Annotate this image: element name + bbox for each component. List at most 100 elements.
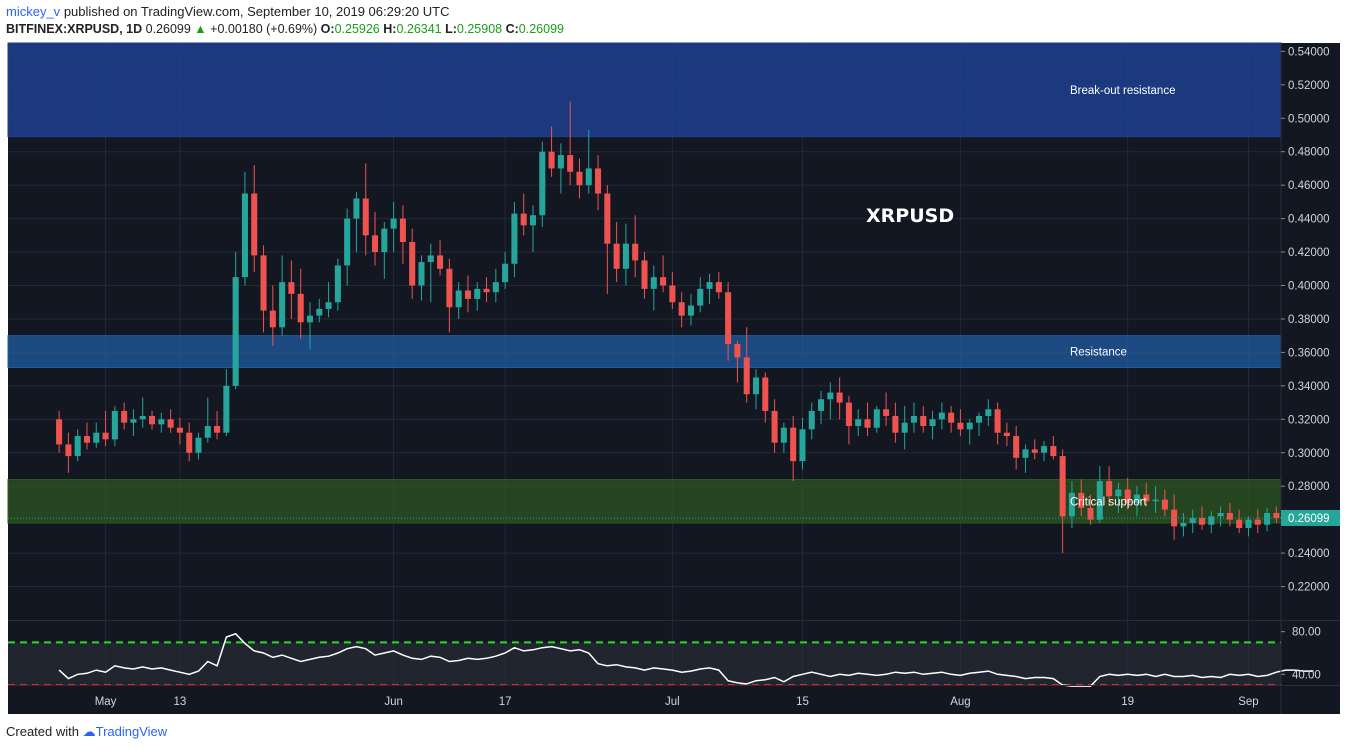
candle-body xyxy=(427,255,434,263)
price-tick-label: 0.38000 xyxy=(1288,314,1330,326)
candle-body xyxy=(316,308,323,316)
candle-body xyxy=(529,215,537,226)
overlay-labels: Break-out resistance Resistance Critical s… xyxy=(8,85,1340,526)
zones xyxy=(7,42,1282,524)
candle-body xyxy=(752,377,760,395)
price-tick-label: 0.36000 xyxy=(1288,347,1330,359)
candle-body xyxy=(650,277,657,289)
time-tick-label: May xyxy=(95,696,117,708)
candle-body xyxy=(56,419,63,445)
candle-body xyxy=(437,255,444,269)
candle-body xyxy=(1245,519,1252,529)
candle-body xyxy=(818,399,825,411)
price-tick-label: 0.24000 xyxy=(1288,548,1330,560)
high-value: 0.26341 xyxy=(396,22,442,36)
footer-credit: Created with ☁TradingView xyxy=(6,724,167,740)
candle-body xyxy=(1133,494,1140,503)
candle-body xyxy=(344,218,351,266)
candle-body xyxy=(74,436,81,457)
candle-body xyxy=(799,429,806,462)
candle-body xyxy=(93,432,100,443)
price-tick-label: 0.32000 xyxy=(1288,414,1330,426)
price-tick-label: 0.54000 xyxy=(1288,46,1330,58)
candle-body xyxy=(632,243,639,261)
candle-body xyxy=(910,415,917,423)
price-tick-label: 0.34000 xyxy=(1288,381,1330,393)
tradingview-link[interactable]: TradingView xyxy=(95,724,168,739)
candle-body xyxy=(176,427,183,433)
candle-body xyxy=(557,155,564,169)
low-value: 0.25908 xyxy=(456,22,503,36)
candle-body xyxy=(149,415,156,425)
open-value: 0.25926 xyxy=(334,22,380,36)
candle-body xyxy=(455,290,462,308)
candle-body xyxy=(65,444,72,457)
price-tick-label: 0.44000 xyxy=(1288,214,1330,226)
main-pane-background xyxy=(8,43,1281,620)
chart-publish-info: mickey_v published on TradingView.com, S… xyxy=(6,4,449,19)
candle-body xyxy=(102,432,109,440)
candle-body xyxy=(1096,481,1103,520)
candle-body xyxy=(1068,492,1075,517)
last-price-label: 0.26099 xyxy=(1288,513,1330,525)
candle-body xyxy=(669,285,676,303)
candle-body xyxy=(121,410,128,423)
price-tick-label: 0.28000 xyxy=(1288,481,1330,493)
chart-title: XRPUSD xyxy=(866,205,954,227)
candle-body xyxy=(734,344,741,358)
candle-body xyxy=(325,302,332,309)
candle-body xyxy=(743,357,750,395)
candle-body xyxy=(1254,519,1261,525)
high-label: H: xyxy=(383,22,397,36)
author-username[interactable]: mickey_v xyxy=(6,4,61,19)
candle-body xyxy=(808,410,815,430)
price-axis-background xyxy=(1281,43,1340,714)
candle-body xyxy=(613,243,620,269)
rsi-line xyxy=(58,632,1314,687)
price-change: +0.00180 (+0.69%) xyxy=(210,22,318,36)
candle-body xyxy=(241,193,248,278)
candle-body xyxy=(204,425,211,438)
candle-body xyxy=(502,263,509,283)
candle-body xyxy=(1208,516,1215,525)
candle-body xyxy=(706,282,713,289)
candle-body xyxy=(409,242,416,286)
candle-body xyxy=(464,290,471,299)
candle-body xyxy=(948,412,955,423)
candle-body xyxy=(845,402,852,426)
price-tick-label: 0.52000 xyxy=(1288,80,1330,92)
time-tick-label: Jul xyxy=(665,696,680,708)
candle-body xyxy=(1059,456,1066,517)
candle-body xyxy=(687,305,694,316)
candle-body xyxy=(1180,522,1187,527)
candle-body xyxy=(1226,512,1233,520)
candle-body xyxy=(474,288,481,299)
candle-body xyxy=(334,265,341,303)
last-price: 0.26099 xyxy=(145,22,191,36)
candle-body xyxy=(186,432,193,453)
price-tick-label: 0.48000 xyxy=(1288,147,1330,159)
candle-body xyxy=(771,410,778,443)
candle-body xyxy=(1161,499,1168,510)
candle-body xyxy=(725,292,732,345)
resistance-zone-label: Resistance xyxy=(1070,347,1127,359)
candle-body xyxy=(827,392,834,400)
candle-body xyxy=(520,213,527,226)
candle-body xyxy=(1143,494,1150,502)
critical-support-zone xyxy=(7,479,1282,524)
candle-body xyxy=(158,419,165,425)
candle-body xyxy=(390,218,397,229)
tradingview-logo-icon[interactable]: ☁ xyxy=(82,724,96,739)
candle-body xyxy=(195,437,202,453)
time-tick-label: 13 xyxy=(174,696,187,708)
candle-body xyxy=(975,415,983,423)
candle-body xyxy=(1273,512,1280,518)
candle-body xyxy=(1050,446,1057,457)
candle-body xyxy=(83,436,91,443)
candle-body xyxy=(511,213,518,264)
candle-body xyxy=(985,409,992,416)
candle-body xyxy=(492,282,499,293)
candle-body xyxy=(381,228,388,253)
candle-body xyxy=(1013,436,1020,458)
